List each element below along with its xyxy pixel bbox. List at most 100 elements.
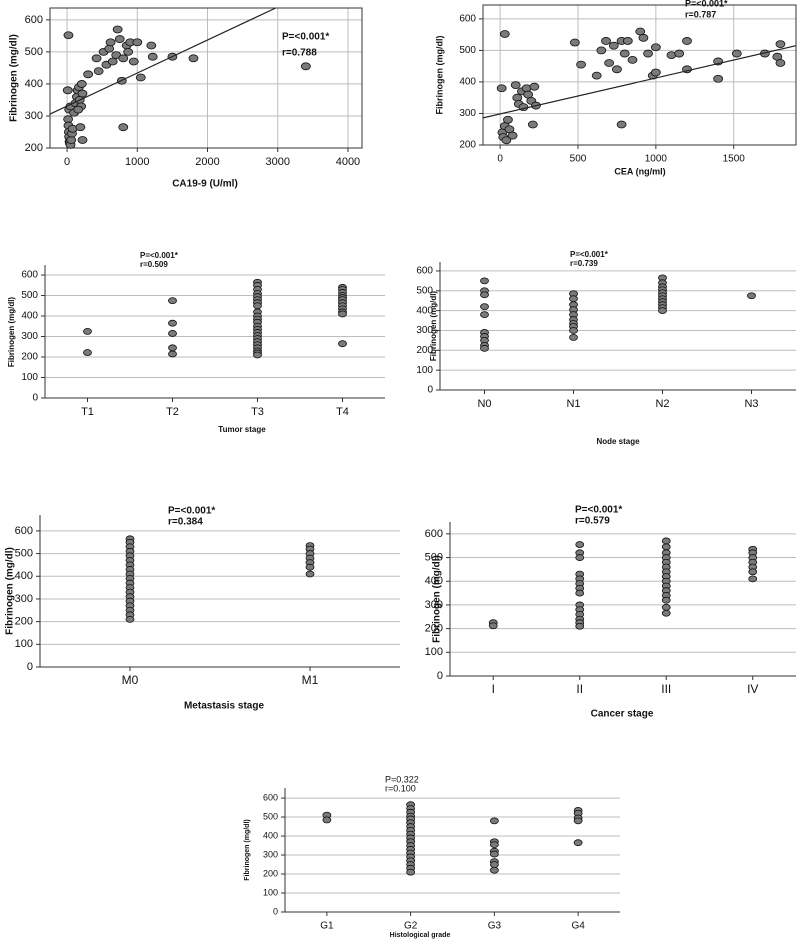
annotation: r=0.739 [570,259,598,268]
point [682,37,692,45]
point [643,49,653,58]
annotation: P=<0.001* [685,0,728,8]
point [305,563,315,571]
axes [44,265,385,399]
chart: 0 100 200 300 400 500 600 T1 T2 T3 T4 P=<0.001*r=0.… [7,251,385,434]
point [63,31,74,40]
point [406,868,416,876]
point [775,59,786,67]
x-tick-label: G1 [320,921,334,932]
point [748,568,758,576]
point [168,297,177,305]
y-tick-label: 200 [416,345,433,356]
y-tick-label: 600 [21,270,38,281]
point [480,277,489,285]
x-axis-label: Node stage [596,437,640,446]
x-tick-label: T3 [251,406,264,418]
y-tick-label: 400 [263,830,278,840]
point [135,73,146,82]
annotation: P=0.322 [385,774,419,784]
point [616,120,627,129]
x-tick-label: III [661,682,671,696]
x-tick-label: T4 [336,406,349,418]
x-tick-label: 1000 [645,154,668,165]
point [75,123,86,132]
y-tick-label: 600 [263,792,278,802]
point [661,537,671,545]
point [77,136,88,144]
point [107,57,118,66]
y-tick-label: 200 [15,616,33,628]
point [747,292,756,300]
y-tick-label: 100 [21,372,38,383]
y-tick-label: 500 [25,46,43,58]
annotation: r=0.788 [282,48,317,59]
annotation: r=0.509 [140,260,168,269]
point [601,37,611,45]
point [114,35,125,43]
point [128,57,139,66]
point [118,54,129,63]
point [569,327,578,334]
point [104,44,115,53]
y-axis-label: Fibrinogen (mg/dl) [5,547,16,635]
point [503,115,513,124]
y-axis-label: Fibrinogen (mg/dl) [9,34,20,122]
point [527,120,538,129]
point [188,54,199,63]
y-axis-label: Fibrinogen (mg/dl) [434,36,444,115]
y-tick-label: 400 [416,305,433,316]
annotation: r=0.384 [168,517,203,528]
point [619,49,630,58]
y-tick-label: 200 [425,623,443,635]
chart: 0 100 200 300 400 500 600 N0 N1 N2 N3 P=<0.001*r=0.… [416,250,796,446]
y-tick-label: 200 [459,140,476,151]
annotation: P=<0.001* [168,506,215,517]
point [168,350,177,358]
x-axis-label: Metastasis stage [184,701,264,712]
point [338,340,347,348]
point [650,68,661,77]
fit-line [482,45,797,119]
x-tick-label: IV [747,682,758,696]
y-axis-label: Fibrinogen (mg/dl) [7,297,16,368]
y-tick-label: 400 [459,77,476,88]
point [501,136,512,145]
annotation: P=<0.001* [140,251,179,260]
point [489,850,499,858]
point [507,131,518,140]
chart: 200 300 400 500 600 0 500 1000 1500 P=<0.001*r=0.… [434,0,797,176]
point [661,543,671,551]
x-axis-label: CEA (ng/ml) [614,166,665,176]
axes [439,262,796,391]
y-axis-label: Fibrinogen (mg/dl) [432,555,443,643]
point [168,319,177,327]
y-tick-label: 0 [27,661,33,673]
x-tick-label: 500 [570,154,587,165]
point [168,344,177,352]
x-tick-label: II [576,682,583,696]
point [674,49,685,58]
y-tick-label: 300 [425,599,443,611]
point [591,71,602,80]
point [622,37,633,45]
fit-line [49,7,276,115]
x-tick-label: N3 [744,398,758,410]
chart: 0 100 200 300 400 500 600 M0 M1 P=<0.001*r=0.384 M… [5,506,400,712]
point [105,38,116,47]
annotation: r=0.579 [575,516,610,527]
x-tick-label: N0 [477,398,491,410]
point [305,570,315,578]
point [62,86,73,95]
point [569,334,578,341]
point [83,349,92,356]
x-tick-label: 3000 [265,156,289,168]
point [63,115,74,124]
point [480,291,489,299]
y-tick-label: 300 [25,110,43,122]
point [612,65,622,74]
x-tick-label: N1 [566,398,580,410]
point [575,622,585,630]
point [731,49,742,58]
y-tick-label: 200 [21,352,38,363]
